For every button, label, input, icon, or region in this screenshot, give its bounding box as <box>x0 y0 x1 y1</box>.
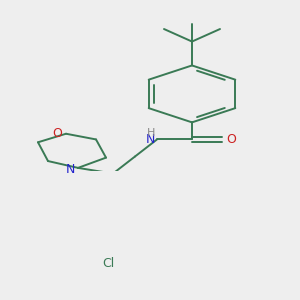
Text: H: H <box>147 128 155 138</box>
Text: Cl: Cl <box>102 257 114 270</box>
Text: O: O <box>226 133 236 146</box>
Text: O: O <box>52 127 62 140</box>
Text: N: N <box>66 163 75 176</box>
Text: N: N <box>146 133 155 146</box>
